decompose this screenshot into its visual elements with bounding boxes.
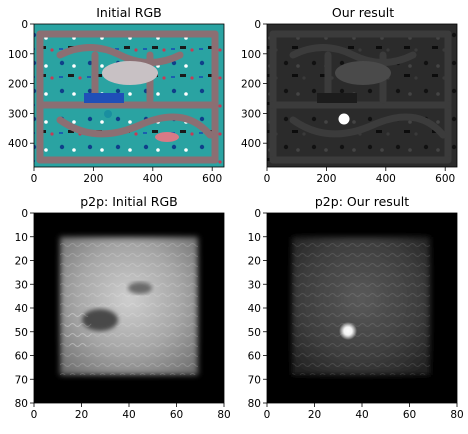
panel-p2p-initial-rgb: p2p: Initial RGB 0 20 40 60 80: [15, 194, 231, 421]
panel-our-result: Our result 0 200 400 600: [241, 5, 457, 185]
panel-p2p-our-result: p2p: Our result 0 20 40 60 80: [248, 194, 464, 421]
y-tick-label: 70: [248, 374, 261, 386]
x-tick-label: 40: [355, 409, 368, 421]
y-axis: 0 10 20 30 40 50 60 70 80: [248, 208, 267, 410]
x-tick-label: 400: [143, 173, 163, 185]
y-axis: 0 10 20 30 40 50 60 70 80: [15, 208, 34, 410]
x-tick-label: 0: [31, 409, 38, 421]
panel-initial-rgb: Initial RGB 0 200 400 600: [8, 5, 224, 185]
toy-mat-image: [34, 24, 224, 167]
y-tick-label: 30: [15, 279, 28, 291]
x-tick-label: 60: [403, 409, 416, 421]
toy-bus: [84, 93, 124, 103]
y-tick-label: 0: [21, 19, 28, 31]
parking-lot: [102, 61, 158, 85]
y-tick-label: 80: [248, 398, 261, 410]
x-tick-label: 0: [31, 173, 38, 185]
y-tick-label: 20: [248, 256, 261, 268]
p2p-swirl-region: [64, 310, 92, 350]
toy-bus-dark: [317, 93, 357, 103]
y-tick-label: 100: [8, 49, 28, 61]
x-tick-label: 20: [75, 409, 88, 421]
y-tick-label: 0: [254, 208, 261, 220]
x-tick-label: 0: [264, 173, 271, 185]
panel-title: Initial RGB: [96, 5, 162, 20]
y-tick-label: 0: [254, 19, 261, 31]
p2p-dark-blob: [128, 282, 152, 294]
y-tick-label: 100: [241, 49, 261, 61]
y-tick-label: 10: [248, 232, 261, 244]
y-tick-label: 30: [248, 279, 261, 291]
panel-title: p2p: Our result: [315, 194, 409, 209]
y-tick-label: 50: [248, 327, 261, 339]
y-tick-label: 70: [15, 374, 28, 386]
y-tick-label: 200: [241, 79, 261, 91]
bright-spot: [339, 114, 350, 125]
p2p-bright-spot: [339, 322, 357, 340]
y-tick-label: 200: [8, 79, 28, 91]
toy-ball: [104, 110, 112, 118]
x-tick-label: 80: [217, 409, 230, 421]
y-tick-label: 300: [8, 108, 28, 120]
y-tick-label: 50: [15, 327, 28, 339]
x-axis: 0 20 40 60 80: [31, 403, 231, 421]
x-axis: 0 20 40 60 80: [264, 403, 464, 421]
x-tick-label: 60: [170, 409, 183, 421]
x-axis: 0 200 400 600: [31, 167, 223, 185]
y-tick-label: 60: [248, 351, 261, 363]
panel-title: Our result: [332, 5, 394, 20]
y-axis: 0 100 200 300 400: [8, 19, 34, 150]
x-tick-label: 40: [122, 409, 135, 421]
x-tick-label: 20: [308, 409, 321, 421]
x-tick-label: 0: [264, 409, 271, 421]
x-tick-label: 200: [83, 173, 103, 185]
y-tick-label: 400: [241, 138, 261, 150]
y-tick-label: 40: [15, 303, 28, 315]
x-axis: 0 200 400 600: [264, 167, 456, 185]
y-tick-label: 80: [15, 398, 28, 410]
y-tick-label: 0: [21, 208, 28, 220]
x-tick-label: 600: [202, 173, 222, 185]
y-tick-label: 20: [15, 256, 28, 268]
y-tick-label: 40: [248, 303, 261, 315]
panel-title: p2p: Initial RGB: [80, 194, 178, 209]
y-tick-label: 60: [15, 351, 28, 363]
x-tick-label: 400: [376, 173, 396, 185]
result-image: [267, 24, 457, 167]
p2p-ripple-texture: [60, 237, 198, 375]
x-tick-label: 200: [316, 173, 336, 185]
y-tick-label: 400: [8, 138, 28, 150]
x-tick-label: 80: [450, 409, 463, 421]
x-tick-label: 600: [435, 173, 455, 185]
parking-lot-dark: [335, 61, 391, 85]
p2p-ripple-texture: [292, 237, 430, 375]
y-axis: 0 100 200 300 400: [241, 19, 267, 150]
y-tick-label: 300: [241, 108, 261, 120]
y-tick-label: 10: [15, 232, 28, 244]
pink-oval: [155, 132, 179, 142]
